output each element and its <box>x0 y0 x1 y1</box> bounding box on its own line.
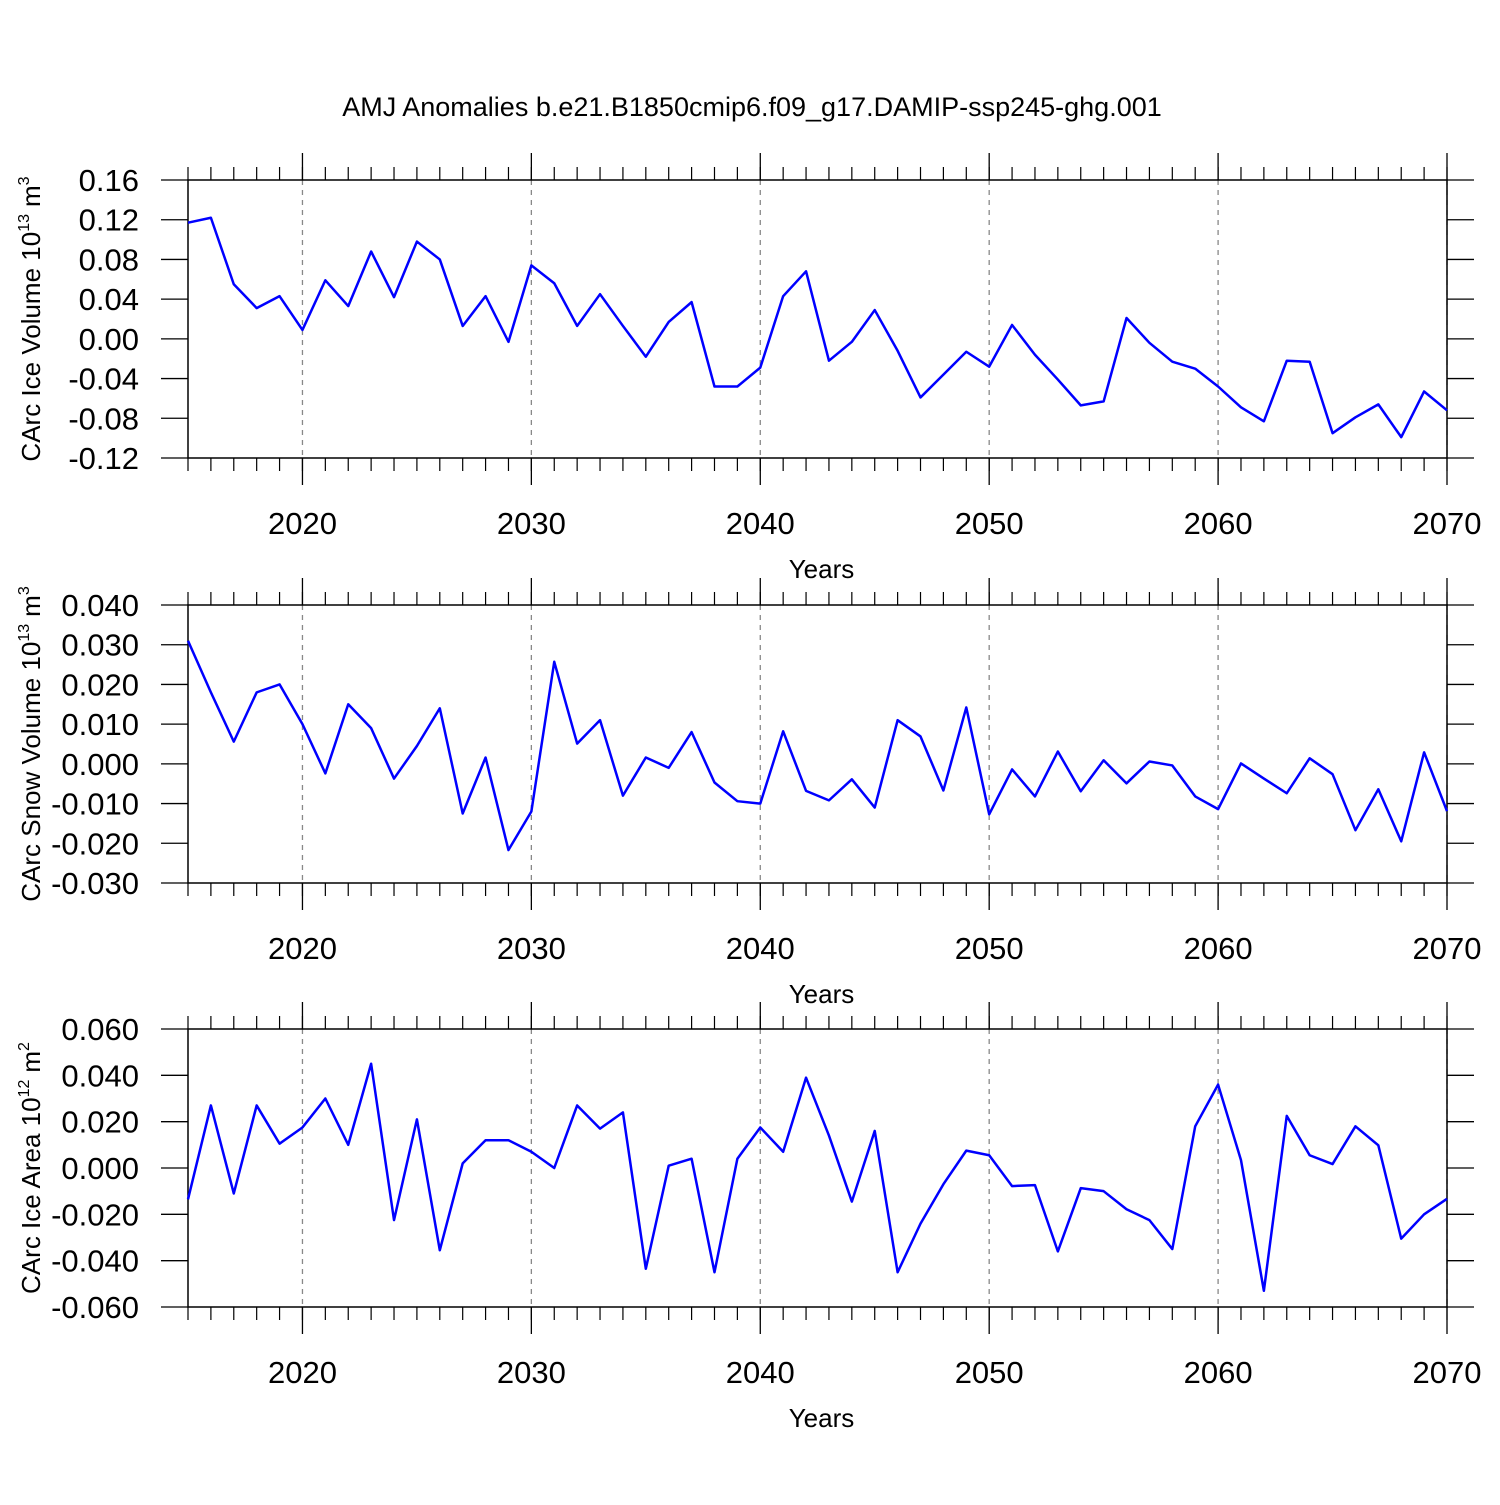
plot-frame <box>187 604 1448 884</box>
x-tick-label: 2050 <box>955 1355 1024 1390</box>
plot-frame <box>187 1028 1448 1308</box>
y-axis-title-unit: m <box>16 595 46 617</box>
x-tick-label: 2020 <box>268 506 337 541</box>
y-axis-title-unit: m <box>16 185 46 207</box>
x-tick-label: 2040 <box>726 506 795 541</box>
y-axis-title-text: CArc Snow Volume 10 <box>16 642 46 902</box>
x-tick-label: 2070 <box>1413 1355 1482 1390</box>
x-axis-title: Years <box>789 979 855 1009</box>
y-axis-title: CArc Snow Volume 1013 m3 <box>16 586 46 902</box>
y-axis-title-unit-exp: 2 <box>16 1042 33 1051</box>
y-tick-label: -0.04 <box>68 362 139 397</box>
y-tick-label: 0.010 <box>61 707 139 742</box>
x-tick-label: 2030 <box>497 931 566 966</box>
y-axis-title-exp: 12 <box>16 1080 33 1098</box>
y-tick-label: -0.12 <box>68 441 139 476</box>
y-tick-label: 0.16 <box>79 163 139 198</box>
y-tick-label: -0.08 <box>68 401 139 436</box>
y-tick-label: 0.020 <box>61 1105 139 1140</box>
y-tick-label: 0.040 <box>61 1058 139 1093</box>
y-axis-title-exp: 13 <box>16 624 33 642</box>
y-tick-label: -0.030 <box>51 866 139 901</box>
panel: 2020 2030 2040 2050 2060 2070 -0.12 -0.08 -0.04 0… <box>16 153 1481 584</box>
x-axis-title: Years <box>789 1403 855 1433</box>
y-tick-label: 0.08 <box>79 242 139 277</box>
figure-title: AMJ Anomalies b.e21.B1850cmip6.f09_g17.D… <box>342 92 1162 122</box>
panel: 2020 2030 2040 2050 2060 2070 -0.030 -0.020 -0.0… <box>16 578 1481 1009</box>
y-axis-title-unit-exp: 3 <box>16 176 33 185</box>
y-tick-label: -0.020 <box>51 1197 139 1232</box>
x-tick-label: 2030 <box>497 506 566 541</box>
y-tick-label: -0.010 <box>51 787 139 822</box>
y-tick-label: 0.00 <box>79 322 139 357</box>
x-tick-label: 2020 <box>268 931 337 966</box>
data-line <box>186 1062 1448 1293</box>
y-axis-title-unit-exp: 3 <box>16 586 33 595</box>
data-line <box>186 640 1449 852</box>
y-tick-label: 0.000 <box>61 1151 139 1186</box>
y-axis-title-text: CArc Ice Volume 10 <box>16 232 46 462</box>
x-tick-label: 2040 <box>726 1355 795 1390</box>
x-tick-label: 2050 <box>955 506 1024 541</box>
y-tick-label: 0.040 <box>61 588 139 623</box>
y-tick-label: 0.04 <box>79 282 139 317</box>
x-tick-label: 2030 <box>497 1355 566 1390</box>
plot-frame <box>187 179 1448 459</box>
x-tick-label: 2070 <box>1413 506 1482 541</box>
y-axis-title: CArc Ice Volume 1013 m3 <box>16 176 46 461</box>
y-axis-title-exp: 13 <box>16 214 33 232</box>
x-tick-label: 2060 <box>1184 1355 1253 1390</box>
x-tick-label: 2050 <box>955 931 1024 966</box>
x-tick-label: 2060 <box>1184 506 1253 541</box>
y-tick-label: 0.030 <box>61 628 139 663</box>
data-line <box>187 216 1448 439</box>
y-tick-label: -0.040 <box>51 1244 139 1279</box>
y-tick-label: 0.060 <box>61 1012 139 1047</box>
x-tick-label: 2070 <box>1413 931 1482 966</box>
x-tick-label: 2060 <box>1184 931 1253 966</box>
y-tick-label: -0.020 <box>51 826 139 861</box>
x-tick-label: 2020 <box>268 1355 337 1390</box>
y-axis-title: CArc Ice Area 1012 m2 <box>16 1042 46 1294</box>
y-tick-label: -0.060 <box>51 1290 139 1325</box>
x-tick-label: 2040 <box>726 931 795 966</box>
y-tick-label: 0.12 <box>79 203 139 238</box>
x-axis-title: Years <box>789 554 855 584</box>
panel: 2020 2030 2040 2050 2060 2070 -0.060 -0.040 -0.0… <box>16 1002 1481 1433</box>
y-axis-title-unit: m <box>16 1051 46 1073</box>
y-tick-label: 0.020 <box>61 667 139 702</box>
y-tick-label: 0.000 <box>61 747 139 782</box>
y-axis-title-text: CArc Ice Area 10 <box>16 1097 46 1294</box>
